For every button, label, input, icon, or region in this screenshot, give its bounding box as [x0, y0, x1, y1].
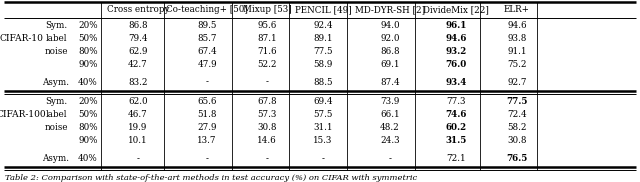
Text: 96.1: 96.1 [445, 21, 467, 30]
Text: label: label [45, 110, 67, 119]
Text: 73.9: 73.9 [380, 97, 400, 106]
Text: 66.1: 66.1 [380, 110, 400, 119]
Text: 40%: 40% [78, 78, 98, 87]
Text: 90%: 90% [78, 60, 98, 69]
Text: 72.4: 72.4 [507, 110, 527, 119]
Text: 77.3: 77.3 [446, 97, 466, 106]
Text: 88.5: 88.5 [313, 78, 333, 87]
Text: 58.2: 58.2 [508, 123, 527, 132]
Text: 57.3: 57.3 [257, 110, 276, 119]
Text: 83.2: 83.2 [128, 78, 148, 87]
Text: -: - [388, 154, 392, 163]
Text: 67.8: 67.8 [257, 97, 277, 106]
Text: 30.8: 30.8 [508, 136, 527, 145]
Text: 94.0: 94.0 [380, 21, 400, 30]
Text: 94.6: 94.6 [507, 21, 527, 30]
Text: 75.2: 75.2 [508, 60, 527, 69]
Text: 50%: 50% [78, 34, 98, 43]
Text: 87.1: 87.1 [257, 34, 277, 43]
Text: -: - [205, 78, 209, 87]
Text: 93.8: 93.8 [508, 34, 527, 43]
Text: 92.7: 92.7 [508, 78, 527, 87]
Text: 77.5: 77.5 [313, 47, 333, 56]
Text: CIFAR-100: CIFAR-100 [0, 110, 46, 119]
Text: 31.1: 31.1 [313, 123, 333, 132]
Text: 91.1: 91.1 [508, 47, 527, 56]
Text: 19.9: 19.9 [128, 123, 148, 132]
Text: 90%: 90% [78, 136, 98, 145]
Text: 67.4: 67.4 [197, 47, 217, 56]
Text: CIFAR-10: CIFAR-10 [0, 34, 43, 43]
Text: 86.8: 86.8 [128, 21, 148, 30]
Text: 57.5: 57.5 [314, 110, 333, 119]
Text: 74.6: 74.6 [445, 110, 467, 119]
Text: 10.1: 10.1 [128, 136, 148, 145]
Text: 50%: 50% [78, 110, 98, 119]
Text: 93.2: 93.2 [445, 47, 467, 56]
Text: 95.6: 95.6 [257, 21, 276, 30]
Text: Co-teaching+ [50]: Co-teaching+ [50] [166, 5, 248, 15]
Text: 42.7: 42.7 [128, 60, 148, 69]
Text: Asym.: Asym. [42, 154, 70, 163]
Text: 27.9: 27.9 [197, 123, 217, 132]
Text: 89.1: 89.1 [313, 34, 333, 43]
Text: 69.1: 69.1 [380, 60, 400, 69]
Text: 48.2: 48.2 [380, 123, 400, 132]
Text: 30.8: 30.8 [257, 123, 276, 132]
Text: Table 2: Comparison with state-of-the-art methods in test accuracy (%) on CIFAR : Table 2: Comparison with state-of-the-ar… [5, 174, 417, 182]
Text: 92.4: 92.4 [313, 21, 333, 30]
Text: 20%: 20% [78, 97, 98, 106]
Text: 76.5: 76.5 [506, 154, 528, 163]
Text: -: - [321, 154, 324, 163]
Text: 40%: 40% [78, 154, 98, 163]
Text: 76.0: 76.0 [445, 60, 467, 69]
Text: MD-DYR-SH [2]: MD-DYR-SH [2] [355, 5, 425, 15]
Text: 46.7: 46.7 [128, 110, 148, 119]
Text: -: - [136, 154, 140, 163]
Text: 24.3: 24.3 [380, 136, 400, 145]
Text: Cross entropy: Cross entropy [107, 5, 169, 15]
Text: 92.0: 92.0 [380, 34, 400, 43]
Text: noise: noise [44, 123, 68, 132]
Text: 86.8: 86.8 [380, 47, 400, 56]
Text: Mixup [53]: Mixup [53] [243, 5, 291, 15]
Text: 94.6: 94.6 [445, 34, 467, 43]
Text: PENCIL [49]: PENCIL [49] [294, 5, 351, 15]
Text: 51.8: 51.8 [197, 110, 217, 119]
Text: 77.5: 77.5 [506, 97, 528, 106]
Text: 69.4: 69.4 [313, 97, 333, 106]
Text: 93.4: 93.4 [445, 78, 467, 87]
Text: Sym.: Sym. [45, 21, 67, 30]
Text: 65.6: 65.6 [197, 97, 217, 106]
Text: 87.4: 87.4 [380, 78, 400, 87]
Text: noise: noise [44, 47, 68, 56]
Text: 80%: 80% [78, 123, 98, 132]
Text: DivideMix [22]: DivideMix [22] [423, 5, 489, 15]
Text: 60.2: 60.2 [445, 123, 467, 132]
Text: Sym.: Sym. [45, 97, 67, 106]
Text: -: - [266, 154, 269, 163]
Text: 71.6: 71.6 [257, 47, 277, 56]
Text: 89.5: 89.5 [197, 21, 217, 30]
Text: -: - [266, 78, 269, 87]
Text: 62.9: 62.9 [128, 47, 148, 56]
Text: 72.1: 72.1 [446, 154, 466, 163]
Text: label: label [45, 34, 67, 43]
Text: 58.9: 58.9 [314, 60, 333, 69]
Text: 79.4: 79.4 [128, 34, 148, 43]
Text: Asym.: Asym. [42, 78, 70, 87]
Text: 47.9: 47.9 [197, 60, 217, 69]
Text: 85.7: 85.7 [197, 34, 217, 43]
Text: 20%: 20% [78, 21, 98, 30]
Text: 14.6: 14.6 [257, 136, 277, 145]
Text: 15.3: 15.3 [314, 136, 333, 145]
Text: ELR+: ELR+ [504, 5, 530, 15]
Text: 62.0: 62.0 [128, 97, 148, 106]
Text: -: - [205, 154, 209, 163]
Text: 31.5: 31.5 [445, 136, 467, 145]
Text: 52.2: 52.2 [257, 60, 276, 69]
Text: 13.7: 13.7 [197, 136, 217, 145]
Text: 80%: 80% [78, 47, 98, 56]
